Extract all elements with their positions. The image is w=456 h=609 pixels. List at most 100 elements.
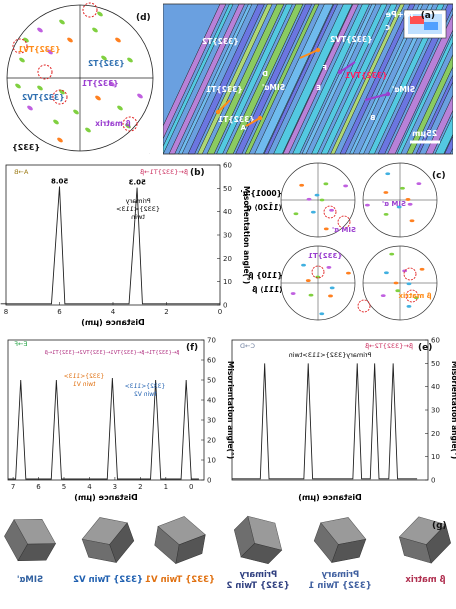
x-axis-title: Distance (μm) bbox=[81, 318, 145, 327]
pole-dot bbox=[314, 193, 320, 197]
y-tick-label: 60 bbox=[207, 357, 216, 365]
pole-annotation: {332}T2 bbox=[88, 59, 125, 68]
x-tick-label: 4 bbox=[111, 308, 116, 316]
x-axis-title: Distance (μm) bbox=[74, 493, 138, 502]
map-arrow-head bbox=[215, 109, 221, 115]
y-tick-label: 40 bbox=[207, 397, 216, 405]
y-axis-title: Misorientation angle(°) bbox=[450, 361, 456, 459]
pole-dot bbox=[329, 208, 334, 212]
x-tick-label: 6 bbox=[57, 308, 62, 316]
map-arrow bbox=[339, 61, 356, 73]
panel-label-g: (g) bbox=[432, 521, 447, 531]
pole-dot bbox=[416, 182, 422, 185]
pole-dot bbox=[101, 55, 107, 61]
y-tick-label: 20 bbox=[207, 437, 216, 445]
pole-dot bbox=[346, 271, 351, 275]
cube-label: SIMα' bbox=[17, 575, 43, 585]
map-label: {332}T2 bbox=[202, 37, 239, 46]
highlight-circle bbox=[337, 215, 351, 229]
pole-annotation: {332}T1 bbox=[82, 79, 119, 88]
map-arrow bbox=[364, 93, 389, 101]
pole-annotation: {332}TV1 bbox=[18, 45, 60, 54]
pole-dot bbox=[383, 191, 389, 194]
panel-label-d: (d) bbox=[136, 13, 151, 23]
y-tick-label: 10 bbox=[207, 457, 216, 465]
ipf-legend-red bbox=[410, 16, 424, 24]
profile-chart-b: 0 10 20 30 40 50 60 0 2 4 6 8 Distance (μm) Misorient… bbox=[0, 162, 251, 327]
cube-label: β matrix bbox=[405, 575, 446, 585]
pole-dot bbox=[53, 119, 59, 125]
y-tick-label: 30 bbox=[223, 232, 232, 240]
pole-dot bbox=[380, 294, 386, 298]
series-label: A→B bbox=[14, 168, 28, 176]
pole-label: ⟨11̄20⟩ α' bbox=[244, 203, 282, 212]
pole-dot bbox=[125, 123, 131, 129]
plot-frame bbox=[7, 339, 205, 481]
y-tick-label: 70 bbox=[207, 337, 216, 345]
pole-dot bbox=[27, 105, 33, 111]
highlight-circle bbox=[82, 2, 98, 18]
x-tick-label: 2 bbox=[138, 483, 142, 491]
pole-dot bbox=[400, 186, 405, 190]
panel-label-e: (e) bbox=[418, 343, 432, 353]
map-label: {332}T1 bbox=[206, 85, 243, 94]
map-arrow-head bbox=[337, 69, 343, 75]
y-tick-label: 30 bbox=[431, 407, 440, 415]
pole-dot bbox=[57, 137, 63, 143]
pole-dot bbox=[299, 183, 305, 187]
pole-dot bbox=[384, 271, 389, 275]
pole-dot bbox=[365, 203, 370, 207]
pole-figure-d-label: {332} bbox=[12, 143, 40, 152]
pole-dot bbox=[47, 49, 53, 55]
x-tick-label: 0 bbox=[189, 483, 193, 491]
pole-dot bbox=[326, 266, 332, 269]
map-label: {332}T1 bbox=[218, 115, 255, 124]
x-tick-label: 7 bbox=[11, 483, 15, 491]
pole-dot bbox=[385, 172, 391, 176]
profile-chart-f: 0 10 20 30 40 50 60 70 0 1 2 3 4 5 6 7 Distance (μm) Miso… bbox=[7, 337, 235, 502]
pole-annotation: SIM α' bbox=[332, 226, 356, 234]
pole-dot bbox=[328, 294, 333, 298]
y-tick-label: 50 bbox=[223, 185, 232, 193]
map-label: A bbox=[240, 124, 246, 132]
highlight-circle bbox=[122, 116, 138, 132]
cube-right-face bbox=[175, 534, 206, 565]
map-label: F bbox=[322, 64, 327, 72]
map-label: {332}TV2 bbox=[330, 35, 372, 44]
highlight-circle bbox=[37, 64, 53, 80]
pole-dot bbox=[109, 81, 115, 87]
pole-dot bbox=[73, 109, 79, 115]
pole-dot bbox=[115, 37, 121, 43]
pole-dot bbox=[393, 281, 399, 285]
plot-frame bbox=[5, 164, 221, 306]
pole-dot bbox=[95, 95, 101, 101]
pole-dot bbox=[23, 37, 29, 43]
panel-label-b: (b) bbox=[190, 168, 205, 178]
map-arrow bbox=[217, 99, 231, 113]
highlight-circle bbox=[12, 38, 28, 54]
cube-right-face bbox=[17, 543, 57, 562]
pole-dot bbox=[406, 282, 412, 286]
y-tick-label: 50 bbox=[207, 377, 216, 385]
y-axis-title: Misorientation angle(°) bbox=[226, 361, 235, 459]
pole-dot bbox=[15, 83, 21, 89]
pole-dot bbox=[407, 202, 413, 206]
y-tick-label: 0 bbox=[223, 302, 227, 310]
panel-label-a: (a) bbox=[421, 11, 435, 21]
x-tick-label: 8 bbox=[4, 308, 8, 316]
annotation-text: Primary bbox=[125, 197, 150, 205]
cube-label: Primary bbox=[239, 570, 277, 580]
pole-dot bbox=[396, 205, 402, 209]
peak-value-label: 50.3 bbox=[128, 179, 145, 187]
highlight-circle bbox=[403, 267, 417, 281]
legend-label: β←{332}T2→β bbox=[365, 342, 413, 350]
map-label: SIMα' bbox=[392, 85, 415, 94]
pole-annotation: SIM α' bbox=[382, 200, 406, 208]
legend-label: β←{332}T1←β←{332}TV1←{332}TV2←{332}T1←β bbox=[45, 350, 180, 356]
y-tick-label: 60 bbox=[431, 337, 440, 345]
pole-figures-c: (c) {0001} α' ⟨11̄20⟩ α' {110} β ⟨111⟩ β SIM … bbox=[240, 162, 446, 321]
pole-annotation: {332}T1 bbox=[308, 252, 342, 260]
annotation-text: Primary{332}<113>twin bbox=[289, 351, 372, 359]
pole-label: {0001} α' bbox=[240, 189, 282, 198]
y-tick-label: 60 bbox=[223, 162, 232, 170]
